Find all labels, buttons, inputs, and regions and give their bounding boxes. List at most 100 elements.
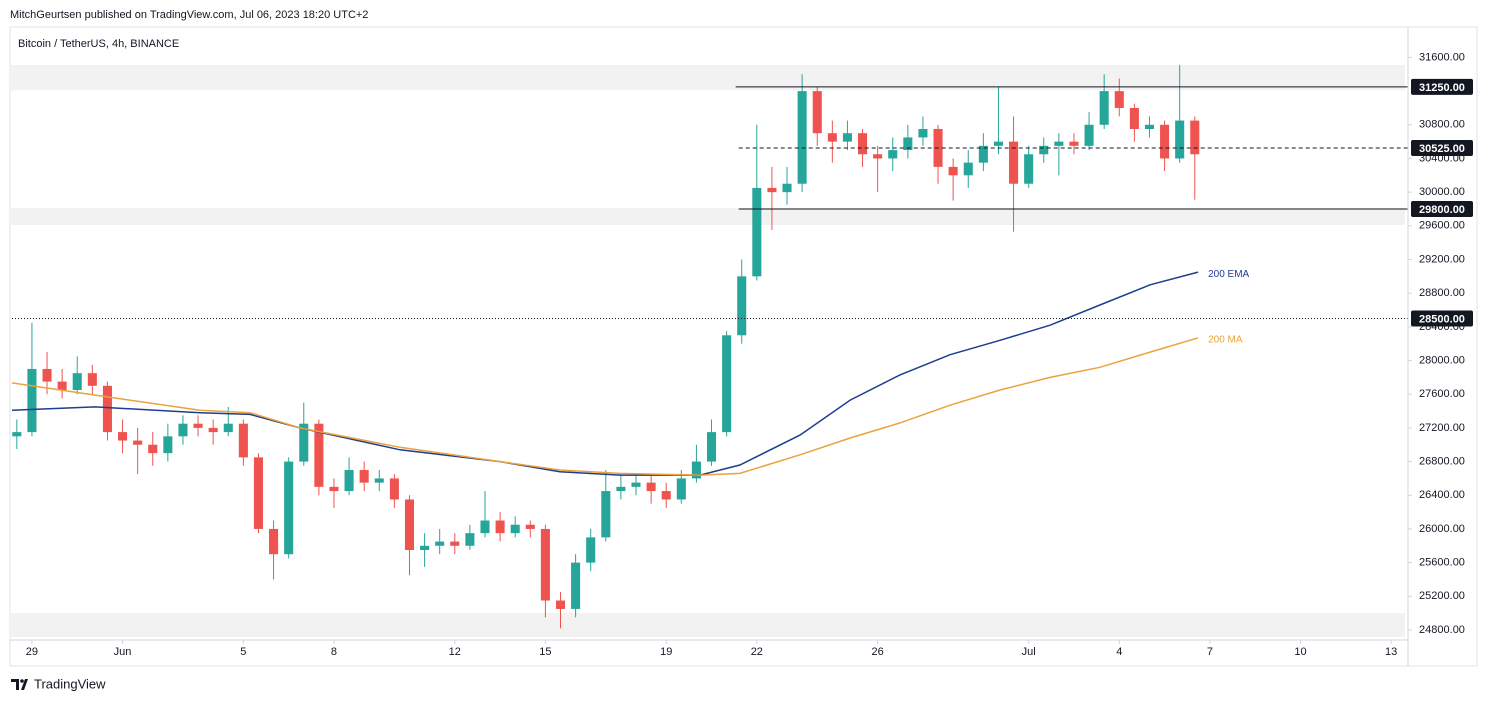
candle-body bbox=[1175, 120, 1185, 159]
candle-body bbox=[404, 499, 415, 550]
candle-body bbox=[314, 423, 324, 487]
candle-body bbox=[269, 528, 279, 555]
x-tick-label: 7 bbox=[1207, 646, 1213, 658]
x-tick-label: Jul bbox=[1022, 646, 1036, 658]
candle-body bbox=[661, 491, 671, 500]
candle-body bbox=[858, 133, 868, 155]
candle-body bbox=[797, 91, 807, 184]
moving-average-line bbox=[11, 271, 1199, 476]
candle-body bbox=[1084, 124, 1094, 146]
brand-logo bbox=[11, 679, 28, 690]
candle-body bbox=[420, 545, 430, 550]
symbol-title: Bitcoin / TetherUS, 4h, BINANCE bbox=[18, 38, 179, 50]
candle-body bbox=[344, 470, 354, 492]
candle-body bbox=[873, 154, 883, 159]
candle-body bbox=[1099, 91, 1109, 125]
candle-body bbox=[601, 491, 611, 538]
level-label: 30525.00 bbox=[1419, 143, 1465, 155]
x-tick-label: 22 bbox=[751, 646, 763, 658]
brand-name: TradingView bbox=[34, 676, 106, 691]
y-tick-label: 24800.00 bbox=[1419, 624, 1465, 636]
candle-body bbox=[1190, 120, 1200, 155]
published-note: MitchGeurtsen published on TradingView.c… bbox=[10, 9, 368, 21]
y-tick-label: 28000.00 bbox=[1419, 354, 1465, 366]
candle-body bbox=[510, 524, 520, 534]
candle-body bbox=[27, 368, 37, 433]
candle-body bbox=[948, 166, 958, 176]
x-tick-label: 13 bbox=[1385, 646, 1397, 658]
moving-average-line bbox=[11, 337, 1199, 476]
candle-body bbox=[737, 276, 747, 336]
candle-body bbox=[374, 478, 384, 483]
candle-body bbox=[827, 133, 837, 142]
x-tick-label: Jun bbox=[114, 646, 132, 658]
level-badge bbox=[1411, 78, 1473, 95]
candle-body bbox=[767, 187, 777, 193]
candle-body bbox=[706, 432, 717, 462]
candle-body bbox=[102, 385, 112, 433]
candle-body bbox=[646, 482, 656, 492]
candle-body bbox=[586, 537, 596, 563]
x-tick-label: 10 bbox=[1294, 646, 1306, 658]
candle-body bbox=[1160, 124, 1170, 159]
candle-body bbox=[193, 423, 203, 428]
candle-body bbox=[253, 457, 263, 529]
chart-frame bbox=[9, 26, 1478, 667]
y-tick-label: 29600.00 bbox=[1419, 220, 1465, 232]
candle-body bbox=[1054, 141, 1064, 146]
series-label: 200 MA bbox=[1208, 334, 1243, 345]
zone bbox=[10, 207, 1405, 225]
level-label: 31250.00 bbox=[1419, 82, 1465, 94]
candle-body bbox=[555, 600, 566, 609]
candle-body bbox=[118, 432, 128, 441]
candle-body bbox=[238, 423, 248, 458]
candle-body bbox=[163, 436, 173, 454]
y-tick-label: 31600.00 bbox=[1419, 51, 1465, 63]
candle-body bbox=[57, 381, 67, 391]
x-tick-label: 12 bbox=[449, 646, 461, 658]
level-badge bbox=[1411, 200, 1473, 217]
x-tick-label: 26 bbox=[872, 646, 884, 658]
candle-body bbox=[525, 524, 535, 529]
candle-body bbox=[87, 373, 97, 386]
candle-body bbox=[480, 520, 490, 534]
candle-body bbox=[465, 533, 475, 546]
y-tick-label: 29200.00 bbox=[1419, 253, 1465, 265]
candle-body bbox=[752, 187, 762, 277]
candle-body bbox=[284, 461, 294, 555]
candle-body bbox=[963, 162, 973, 176]
candle-body bbox=[359, 470, 369, 483]
candle-body bbox=[178, 423, 188, 437]
y-tick-label: 30800.00 bbox=[1419, 119, 1465, 131]
y-tick-label: 28800.00 bbox=[1419, 287, 1465, 299]
level-label: 29800.00 bbox=[1419, 204, 1465, 216]
candle-body bbox=[1114, 91, 1124, 108]
candle-body bbox=[450, 541, 460, 546]
candle-body bbox=[435, 541, 445, 546]
candle-body bbox=[978, 145, 988, 163]
y-tick-label: 26400.00 bbox=[1419, 489, 1465, 501]
series-label: 200 EMA bbox=[1208, 269, 1249, 280]
candle-body bbox=[631, 482, 641, 487]
candle-body bbox=[148, 444, 158, 454]
x-tick-label: 8 bbox=[331, 646, 337, 658]
y-tick-label: 25600.00 bbox=[1419, 557, 1465, 569]
candle-body bbox=[888, 150, 898, 159]
candle-body bbox=[903, 137, 913, 151]
candle-body bbox=[208, 427, 218, 433]
candle-body bbox=[495, 520, 505, 534]
candle-body bbox=[1144, 124, 1155, 129]
level-label: 28500.00 bbox=[1419, 313, 1465, 325]
candle-body bbox=[616, 486, 626, 492]
candle-body bbox=[223, 423, 233, 433]
candle-body bbox=[133, 440, 143, 445]
zone bbox=[10, 612, 1405, 637]
candle-body bbox=[12, 432, 22, 437]
x-tick-label: 19 bbox=[660, 646, 672, 658]
candle-body bbox=[540, 528, 550, 601]
candle-body bbox=[1129, 107, 1139, 129]
candle-body bbox=[1039, 145, 1049, 155]
candle-body bbox=[571, 562, 581, 609]
